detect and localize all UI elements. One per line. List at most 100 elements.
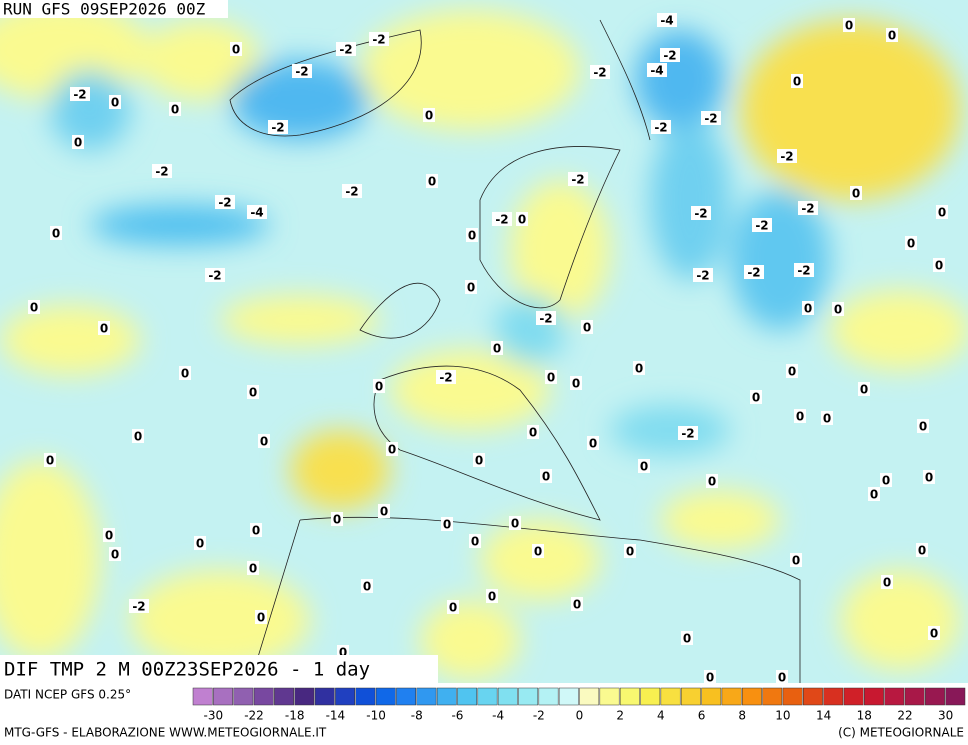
contour-label-bg [633, 361, 645, 375]
contour-label-bg [491, 341, 503, 355]
contour-label: 0 [363, 580, 371, 594]
contour-label-bg [916, 543, 928, 557]
legend-tick: 2 [616, 709, 624, 723]
legend-tick: 0 [576, 709, 584, 723]
legend-swatch [477, 687, 498, 706]
contour-label-bg [706, 474, 718, 488]
contour-label: 0 [249, 386, 257, 400]
legend-swatch [599, 687, 620, 706]
contour-label-bg [858, 382, 870, 396]
legend-swatch [396, 687, 417, 706]
contour-label: 0 [589, 437, 597, 451]
contour-label: -2 [372, 33, 385, 47]
contour-label: 0 [388, 443, 396, 457]
legend-tick: -2 [533, 709, 545, 723]
contour-label-bg [587, 436, 599, 450]
contour-label: 0 [171, 103, 179, 117]
contour-label: -4 [660, 14, 673, 28]
contour-label: 0 [925, 471, 933, 485]
contour-label: 0 [249, 562, 257, 576]
legend-swatch [640, 687, 661, 706]
contour-label-bg [850, 186, 862, 200]
credit: MTG-GFS - ELABORAZIONE WWW.METEOGIORNALE… [4, 726, 327, 740]
contour-label: 0 [111, 96, 119, 110]
legend-swatch [558, 687, 579, 706]
contour-label: 0 [778, 671, 786, 685]
contour-label-bg [215, 195, 235, 209]
contour-label-bg [647, 63, 667, 77]
legend-swatch [233, 687, 254, 706]
legend-tick: -22 [244, 709, 264, 723]
contour-label: -2 [663, 49, 676, 63]
contour-label-bg [109, 547, 121, 561]
legend-swatch [416, 687, 437, 706]
legend-tick: -30 [204, 709, 224, 723]
legend-swatch [660, 687, 681, 706]
contour-label: 0 [260, 435, 268, 449]
contour-label: -2 [73, 88, 86, 102]
contour-label-bg [752, 218, 772, 232]
field-box [0, 655, 438, 683]
contour-label-bg [423, 108, 435, 122]
contour-label-bg [704, 670, 716, 684]
contour-label: -2 [704, 112, 717, 126]
contour-label-bg [693, 268, 713, 282]
contour-label: 0 [493, 342, 501, 356]
contour-label: 0 [529, 426, 537, 440]
contour-label-bg [802, 301, 814, 315]
contour-label: -2 [593, 66, 606, 80]
legend-tick: -18 [285, 709, 305, 723]
contour-label-bg [247, 385, 259, 399]
contour-label: -2 [797, 264, 810, 278]
contour-label: 0 [196, 537, 204, 551]
legend-tick: -6 [451, 709, 463, 723]
contour-label-bg [660, 48, 680, 62]
legend-tick: 10 [775, 709, 790, 723]
legend-swatch [294, 687, 315, 706]
contour-label: 0 [635, 362, 643, 376]
contour-label-bg [651, 120, 671, 134]
contour-label: 0 [443, 518, 451, 532]
contour-label-bg [441, 517, 453, 531]
contour-label-bg [798, 201, 818, 215]
legend-tick: 4 [657, 709, 665, 723]
contour-label-bg [536, 311, 556, 325]
legend-swatch [538, 687, 559, 706]
contour-label-bg [50, 226, 62, 240]
contour-label: 0 [380, 505, 388, 519]
contour-label-bg [466, 228, 478, 242]
map-field [0, 0, 968, 684]
contour-label: 0 [882, 474, 890, 488]
legend-swatch [314, 687, 335, 706]
contour-label-bg [928, 626, 940, 640]
contour-label: 0 [475, 454, 483, 468]
contour-label: 0 [640, 460, 648, 474]
contour-label: 0 [683, 632, 691, 646]
legend-swatch [680, 687, 701, 706]
contour-label-bg [268, 120, 288, 134]
contour-label-bg [331, 512, 343, 526]
contour-label-bg [868, 487, 880, 501]
contour-label: 0 [788, 365, 796, 379]
contour-label: -4 [250, 206, 263, 220]
contour-label-bg [436, 370, 456, 384]
contour-label: 0 [257, 611, 265, 625]
legend-swatch [213, 687, 233, 706]
contour-label-bg [843, 18, 855, 32]
contour-label: 0 [46, 454, 54, 468]
contour-label-bg [44, 453, 56, 467]
contour-label: 0 [823, 412, 831, 426]
legend-swatch [884, 687, 905, 706]
contour-label-bg [624, 544, 636, 558]
contour-label: 0 [708, 475, 716, 489]
contour-label-bg [373, 379, 385, 393]
contour-label: 0 [852, 187, 860, 201]
legend-swatch [192, 687, 213, 706]
contour-label-bg [527, 425, 539, 439]
contour-label-bg [570, 376, 582, 390]
contour-label: -2 [132, 600, 145, 614]
contour-label: 0 [181, 367, 189, 381]
legend-tick: 6 [698, 709, 706, 723]
legend-tick: 8 [738, 709, 746, 723]
